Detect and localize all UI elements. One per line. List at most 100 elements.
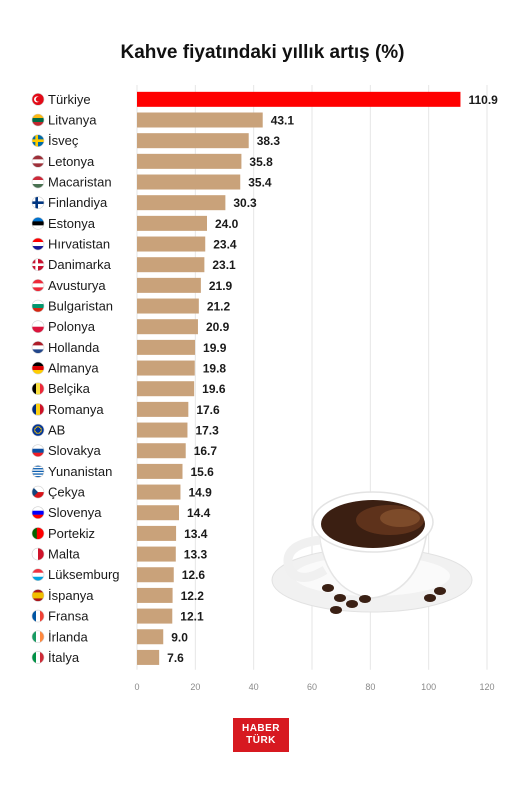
portugal-flag-icon	[31, 527, 45, 540]
value-label: 30.3	[233, 196, 257, 210]
bar-16	[137, 422, 188, 438]
category-label: Letonya	[48, 154, 95, 169]
netherlands-flag-icon	[31, 341, 45, 354]
value-label: 12.2	[181, 589, 205, 603]
category-label: Türkiye	[48, 92, 91, 107]
value-label: 13.3	[184, 548, 208, 562]
greece-flag-icon	[31, 465, 45, 478]
logo-line-1: HABER	[241, 723, 281, 734]
value-label: 7.6	[167, 651, 184, 665]
category-label: Yunanistan	[48, 464, 112, 479]
bar-1	[137, 112, 263, 128]
bar-11	[137, 319, 198, 335]
value-label: 19.9	[203, 341, 227, 355]
category-label: Estonya	[48, 216, 96, 231]
turkey-flag-icon	[31, 93, 45, 106]
value-label: 24.0	[215, 217, 239, 231]
category-label: Romanya	[48, 402, 104, 417]
value-label: 14.9	[188, 486, 212, 500]
austria-flag-icon	[31, 279, 45, 292]
bar-12	[137, 339, 196, 355]
value-label: 23.4	[213, 238, 237, 252]
slovakia-flag-icon	[31, 444, 45, 458]
bar-15	[137, 401, 189, 417]
bar-23	[137, 567, 174, 583]
x-tick-label: 40	[249, 682, 259, 692]
bar-19	[137, 484, 181, 500]
eu-flag-icon	[31, 423, 45, 437]
value-label: 17.3	[195, 424, 219, 438]
value-label: 110.9	[468, 93, 498, 107]
estonia-flag-icon	[31, 217, 45, 230]
category-label: Malta	[48, 547, 81, 562]
value-label: 19.6	[202, 382, 226, 396]
chart-title: Kahve fiyatındaki yıllık artış (%)	[120, 42, 405, 63]
bar-0	[137, 91, 461, 107]
category-label: Portekiz	[48, 526, 95, 541]
bar-21	[137, 525, 177, 541]
value-label: 9.0	[171, 630, 188, 644]
finland-flag-icon	[31, 196, 45, 209]
category-label: Macaristan	[48, 175, 112, 190]
bulgaria-flag-icon	[31, 299, 45, 313]
value-label: 15.6	[191, 465, 215, 479]
category-label: Hırvatistan	[48, 237, 110, 252]
malta-flag-icon	[31, 547, 45, 561]
category-label: AB	[48, 423, 65, 438]
category-label: Finlandiya	[48, 195, 108, 210]
value-label: 17.6	[196, 403, 220, 417]
bars	[137, 91, 461, 665]
haberturk-logo: HABER TÜRK	[233, 718, 289, 752]
bar-10	[137, 298, 199, 314]
slovenia-flag-icon	[31, 506, 45, 520]
value-label: 16.7	[194, 444, 218, 458]
bar-17	[137, 443, 186, 459]
bar-25	[137, 608, 173, 624]
value-label: 19.8	[203, 362, 227, 376]
bar-8	[137, 257, 205, 273]
czechia-flag-icon	[31, 485, 45, 499]
x-tick-label: 0	[134, 682, 139, 692]
bar-9	[137, 277, 201, 293]
category-label: İsveç	[48, 133, 79, 148]
x-axis-ticks: 0 20 40 60 80 100 120	[134, 682, 494, 692]
category-label: Slovenya	[48, 505, 102, 520]
germany-flag-icon	[31, 361, 45, 375]
value-label: 12.1	[180, 610, 204, 624]
value-label: 14.4	[187, 506, 211, 520]
value-label: 20.9	[206, 320, 230, 334]
category-label: Danimarka	[48, 257, 112, 272]
category-label: Avusturya	[48, 278, 106, 293]
value-label: 35.4	[248, 176, 272, 190]
category-label: Fransa	[48, 609, 89, 624]
bar-7	[137, 236, 206, 252]
ireland-flag-icon	[31, 630, 45, 644]
category-label: Litvanya	[48, 113, 97, 128]
category-label: Polonya	[48, 319, 96, 334]
value-label: 35.8	[249, 155, 273, 169]
bar-4	[137, 174, 241, 190]
romania-flag-icon	[31, 403, 45, 416]
value-label: 23.1	[212, 258, 236, 272]
bar-22	[137, 546, 176, 562]
labels: Türkiye 110.9 Litvanya 43.1 İsveç 38.3 Letonya…	[31, 92, 498, 665]
category-label: Çekya	[48, 485, 86, 500]
bar-18	[137, 463, 183, 479]
luxembourg-flag-icon	[31, 568, 45, 582]
x-tick-label: 60	[307, 682, 317, 692]
latvia-flag-icon	[31, 155, 45, 168]
x-tick-label: 120	[479, 682, 494, 692]
category-label: Lüksemburg	[48, 567, 120, 582]
poland-flag-icon	[31, 320, 45, 334]
bar-13	[137, 360, 195, 376]
category-label: Almanya	[48, 361, 99, 376]
category-label: İrlanda	[48, 629, 89, 644]
bar-20	[137, 505, 179, 521]
value-label: 38.3	[257, 134, 281, 148]
value-label: 13.4	[184, 527, 208, 541]
bar-6	[137, 215, 207, 231]
category-label: İtalya	[48, 650, 80, 665]
belgium-flag-icon	[31, 382, 45, 396]
france-flag-icon	[31, 609, 45, 623]
hungary-flag-icon	[31, 175, 45, 189]
